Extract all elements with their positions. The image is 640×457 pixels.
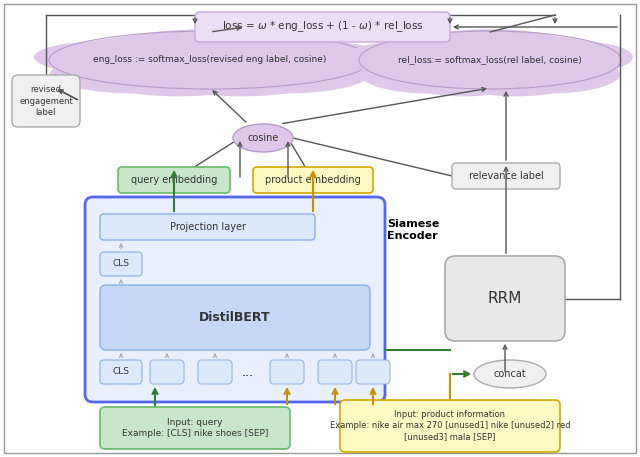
- Text: CLS: CLS: [113, 260, 129, 269]
- FancyBboxPatch shape: [118, 167, 230, 193]
- Ellipse shape: [50, 32, 370, 88]
- Text: DistilBERT: DistilBERT: [199, 311, 271, 324]
- FancyBboxPatch shape: [445, 256, 565, 341]
- Text: product embedding: product embedding: [265, 175, 361, 185]
- Ellipse shape: [529, 42, 633, 73]
- FancyBboxPatch shape: [100, 360, 142, 384]
- FancyBboxPatch shape: [85, 197, 385, 402]
- Ellipse shape: [360, 54, 503, 94]
- FancyBboxPatch shape: [356, 360, 390, 384]
- Text: Input: product information
Example: nike air max 270 [unused1] nike [unused2] re: Input: product information Example: nike…: [330, 410, 570, 441]
- Ellipse shape: [162, 60, 322, 96]
- Text: rel_loss:= softmax_loss(rel label, cosine): rel_loss:= softmax_loss(rel label, cosin…: [398, 55, 582, 64]
- Text: concat: concat: [493, 369, 526, 379]
- Ellipse shape: [412, 29, 568, 60]
- FancyBboxPatch shape: [100, 407, 290, 449]
- Ellipse shape: [98, 60, 258, 96]
- Ellipse shape: [347, 42, 451, 73]
- FancyBboxPatch shape: [100, 214, 315, 240]
- Text: CLS: CLS: [113, 367, 129, 377]
- Text: revised
engagement
label: revised engagement label: [19, 85, 73, 117]
- FancyBboxPatch shape: [318, 360, 352, 384]
- Ellipse shape: [360, 32, 620, 88]
- FancyBboxPatch shape: [12, 75, 80, 127]
- Ellipse shape: [114, 29, 306, 60]
- Ellipse shape: [477, 54, 620, 94]
- Ellipse shape: [34, 42, 162, 73]
- Text: Input: query
Example: [CLS] nike shoes [SEP]: Input: query Example: [CLS] nike shoes […: [122, 418, 268, 438]
- FancyBboxPatch shape: [198, 360, 232, 384]
- FancyBboxPatch shape: [340, 400, 560, 452]
- Text: relevance label: relevance label: [468, 171, 543, 181]
- FancyBboxPatch shape: [100, 285, 370, 350]
- Text: eng_loss := softmax_loss(revised eng label, cosine): eng_loss := softmax_loss(revised eng lab…: [93, 55, 326, 64]
- Text: RRM: RRM: [488, 291, 522, 306]
- FancyBboxPatch shape: [100, 252, 142, 276]
- Text: loss = $\omega$ * eng_loss + (1 - $\omega$) * rel_loss: loss = $\omega$ * eng_loss + (1 - $\omeg…: [221, 20, 423, 34]
- FancyBboxPatch shape: [452, 163, 560, 189]
- Text: cosine: cosine: [247, 133, 278, 143]
- Text: ...: ...: [242, 366, 254, 378]
- FancyBboxPatch shape: [270, 360, 304, 384]
- Text: query embedding: query embedding: [131, 175, 217, 185]
- Text: Siamese
Encoder: Siamese Encoder: [387, 219, 440, 241]
- FancyBboxPatch shape: [195, 12, 450, 42]
- FancyBboxPatch shape: [253, 167, 373, 193]
- Ellipse shape: [233, 124, 293, 152]
- Ellipse shape: [194, 54, 370, 94]
- Ellipse shape: [50, 54, 226, 94]
- Ellipse shape: [258, 42, 386, 73]
- Ellipse shape: [451, 60, 581, 96]
- Ellipse shape: [474, 360, 546, 388]
- FancyBboxPatch shape: [4, 4, 636, 453]
- Text: Projection layer: Projection layer: [170, 222, 246, 232]
- Ellipse shape: [399, 60, 529, 96]
- FancyBboxPatch shape: [150, 360, 184, 384]
